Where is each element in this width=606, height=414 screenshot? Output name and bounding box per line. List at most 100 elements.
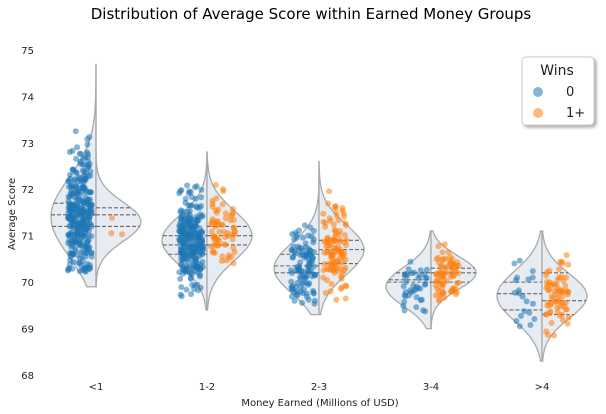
data-point (69, 147, 76, 154)
data-point (434, 278, 441, 285)
data-point (79, 167, 86, 174)
data-point (448, 269, 455, 276)
data-point (65, 198, 72, 205)
data-point (193, 183, 200, 190)
data-point (421, 271, 428, 278)
data-point (322, 290, 329, 296)
data-point (326, 266, 333, 273)
data-point (65, 193, 72, 200)
data-point (403, 278, 410, 285)
data-point (306, 263, 313, 270)
data-point (338, 284, 345, 291)
data-point (119, 231, 125, 238)
data-point (77, 176, 84, 183)
data-point (291, 236, 298, 243)
data-point (326, 188, 333, 195)
data-point (529, 268, 536, 275)
data-point (444, 264, 450, 270)
data-point (67, 253, 74, 260)
data-point (77, 207, 84, 214)
data-point (513, 318, 520, 324)
data-point (563, 306, 570, 313)
y-tick-label: 71 (21, 232, 34, 243)
data-point (74, 144, 81, 151)
data-point (177, 207, 184, 214)
data-point (320, 274, 327, 281)
data-point (82, 253, 89, 260)
points-layer (65, 128, 572, 339)
data-point (320, 210, 327, 217)
data-point (192, 248, 199, 255)
data-point (85, 151, 91, 158)
data-point (335, 217, 342, 224)
data-point (416, 272, 423, 279)
data-point (218, 257, 225, 264)
data-point (178, 213, 185, 220)
data-point (516, 257, 523, 264)
data-point (178, 229, 184, 236)
data-point (195, 230, 202, 237)
data-point (423, 266, 430, 273)
data-point (565, 261, 572, 268)
data-point (548, 319, 555, 326)
data-point (228, 253, 235, 260)
data-point (80, 218, 87, 225)
data-point (433, 256, 440, 263)
data-point (332, 203, 339, 209)
data-point (564, 320, 571, 327)
data-point (220, 188, 227, 195)
data-point (222, 215, 229, 222)
data-point (332, 238, 339, 244)
data-point (72, 184, 79, 191)
y-tick-label: 74 (21, 92, 34, 103)
data-point (84, 238, 91, 245)
data-point (525, 276, 532, 283)
data-point (223, 257, 230, 264)
data-point (407, 258, 414, 265)
data-point (445, 249, 452, 255)
data-point (544, 331, 551, 338)
data-point (209, 249, 216, 256)
data-point (530, 300, 536, 307)
data-point (555, 274, 562, 281)
data-point (66, 216, 73, 222)
data-point (288, 270, 295, 276)
data-point (299, 299, 305, 306)
data-point (197, 271, 204, 278)
y-tick-label: 70 (21, 278, 34, 289)
legend-frame (521, 56, 595, 126)
data-point (193, 254, 200, 261)
data-point (411, 269, 418, 276)
data-point (67, 171, 73, 178)
data-point (298, 268, 305, 275)
data-point (76, 150, 83, 157)
data-point (84, 141, 91, 148)
data-point (82, 189, 89, 195)
data-point (213, 209, 220, 216)
data-point (187, 274, 194, 281)
data-point (452, 285, 459, 292)
data-point (178, 284, 185, 291)
data-point (547, 308, 554, 315)
x-axis-label: Money Earned (Millions of USD) (241, 398, 398, 409)
data-point (229, 236, 236, 243)
data-point (80, 199, 87, 206)
data-point (333, 209, 340, 216)
data-point (302, 244, 309, 251)
data-point (415, 285, 422, 292)
data-point (208, 228, 215, 235)
data-point (181, 244, 188, 251)
legend-label-1: 1+ (566, 106, 585, 121)
data-point (442, 255, 449, 262)
data-point (401, 307, 408, 314)
x-tick-label: 3-4 (423, 382, 439, 393)
data-point (405, 266, 412, 273)
data-point (184, 231, 190, 237)
data-point (191, 282, 198, 289)
data-point (328, 254, 335, 261)
data-point (83, 246, 90, 253)
data-point (300, 234, 306, 241)
x-tick-label: 1-2 (199, 382, 215, 393)
data-point (447, 253, 454, 260)
data-point (438, 262, 445, 268)
